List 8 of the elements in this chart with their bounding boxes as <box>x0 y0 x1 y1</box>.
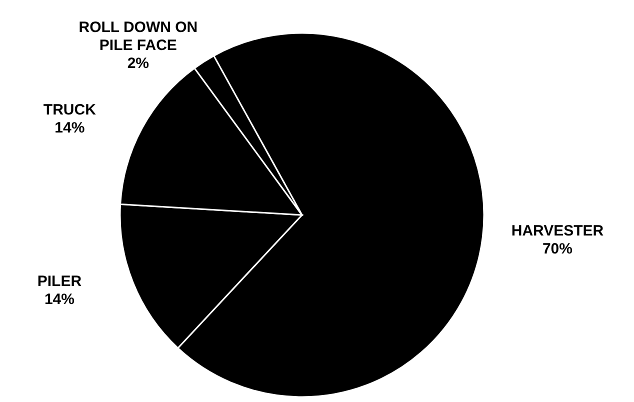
slice-label: HARVESTER <box>511 222 604 240</box>
slice-label: ROLL DOWN ON PILE FACE <box>78 18 198 54</box>
data-label: 14% <box>44 291 74 308</box>
data-label: 70% <box>542 240 573 258</box>
data-label: 2% <box>127 54 150 72</box>
slice-label: PILER <box>37 273 82 290</box>
slice-label: TRUCK <box>43 101 96 118</box>
data-label: 14% <box>54 119 85 136</box>
